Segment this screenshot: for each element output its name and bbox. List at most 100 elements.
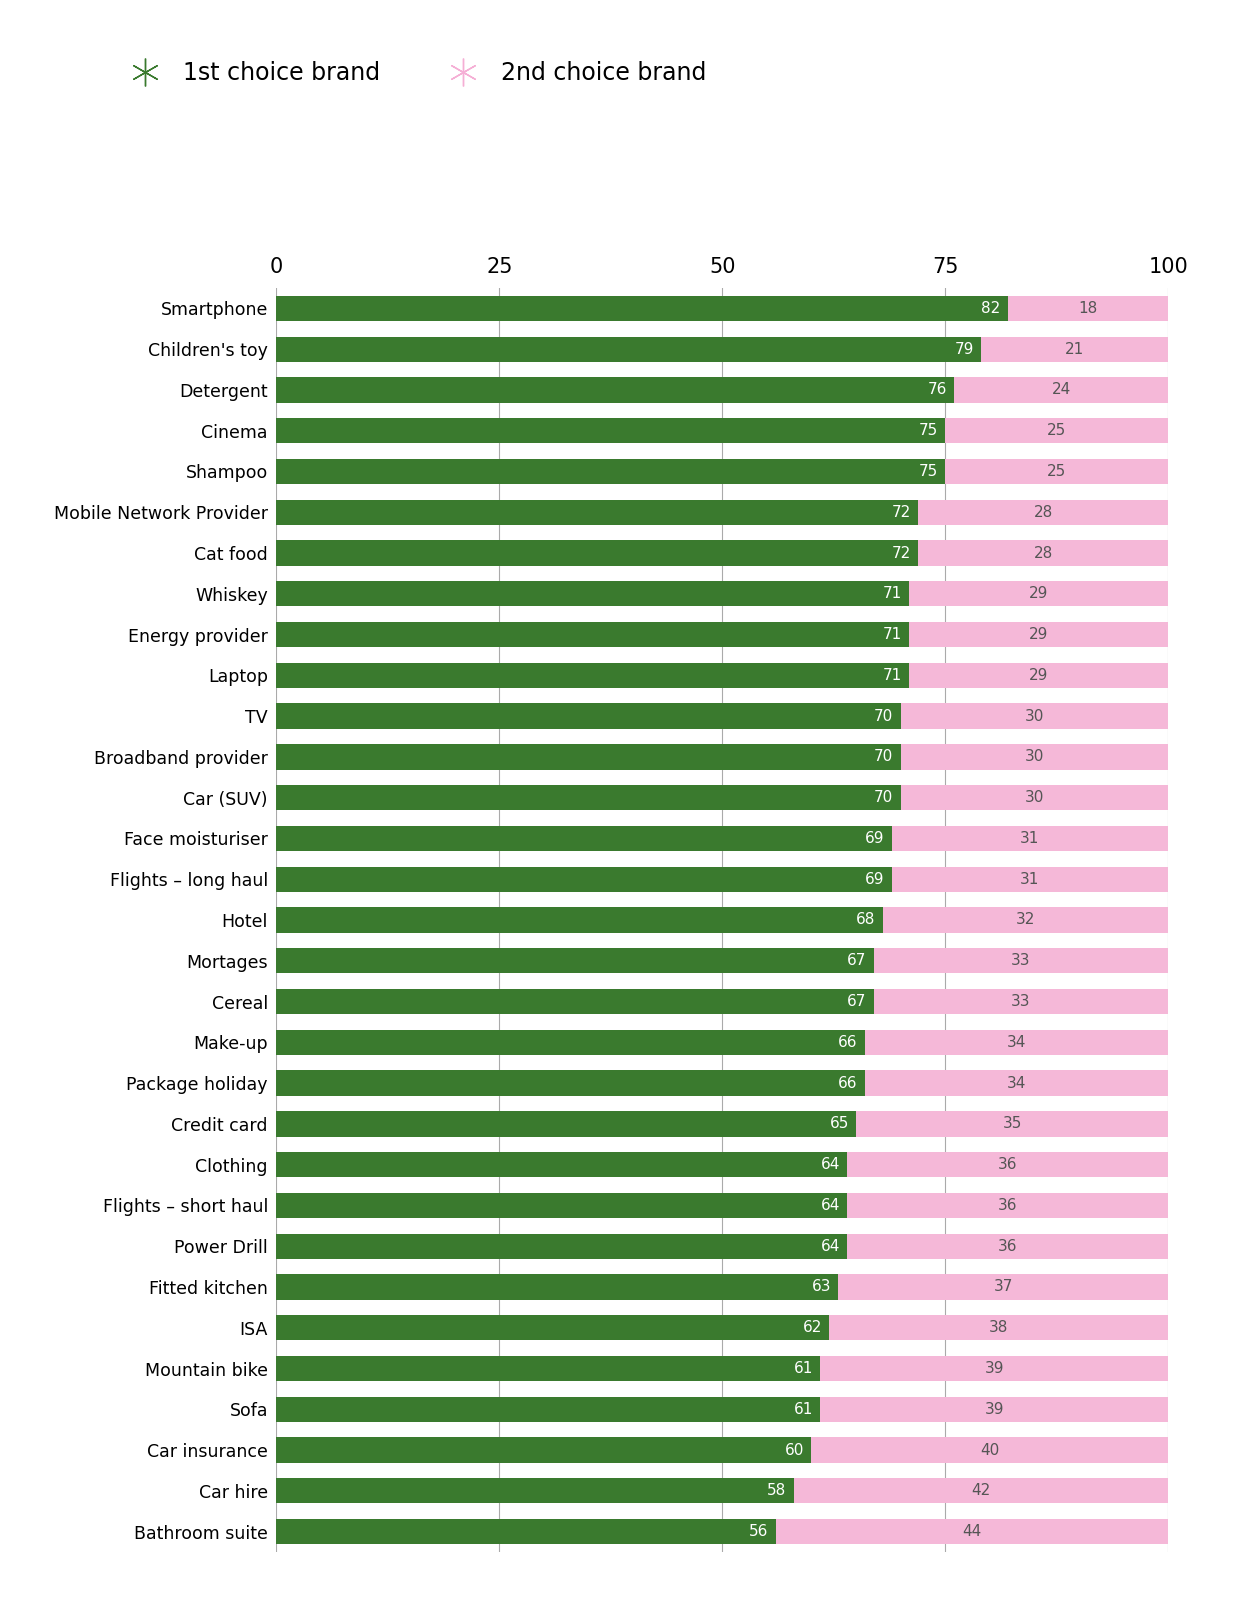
Text: 70: 70: [874, 749, 893, 765]
Bar: [276, 949, 874, 973]
Bar: [276, 1315, 829, 1341]
Bar: [276, 704, 901, 728]
Bar: [276, 336, 981, 362]
Text: 68: 68: [857, 912, 875, 928]
Text: 24: 24: [1051, 382, 1070, 397]
Text: 31: 31: [1020, 872, 1040, 886]
Bar: [276, 1234, 847, 1259]
Bar: [276, 1112, 1168, 1136]
Bar: [276, 1112, 857, 1136]
Bar: [276, 826, 892, 851]
Text: 32: 32: [1016, 912, 1035, 928]
Bar: [276, 418, 1168, 443]
Text: 67: 67: [848, 994, 867, 1010]
Bar: [276, 907, 1168, 933]
Text: 75: 75: [918, 464, 938, 478]
Bar: [276, 704, 1168, 728]
Bar: [276, 744, 901, 770]
Text: 35: 35: [1002, 1117, 1021, 1131]
Text: 33: 33: [1011, 994, 1031, 1010]
Bar: [276, 1478, 794, 1504]
Text: 64: 64: [820, 1198, 840, 1213]
Text: 36: 36: [997, 1238, 1017, 1254]
Bar: [276, 581, 909, 606]
Text: 33: 33: [1011, 954, 1031, 968]
Bar: [276, 459, 1168, 485]
Text: 75: 75: [918, 424, 938, 438]
Bar: [276, 541, 918, 566]
Text: 18: 18: [1078, 301, 1098, 315]
Bar: [276, 1234, 1168, 1259]
Bar: [276, 541, 1168, 566]
Bar: [276, 418, 946, 443]
Text: 69: 69: [865, 872, 884, 886]
Text: 34: 34: [1007, 1035, 1026, 1050]
Text: 30: 30: [1025, 709, 1044, 723]
Bar: [276, 1274, 838, 1299]
Bar: [276, 826, 1168, 851]
Text: 63: 63: [811, 1280, 831, 1294]
Text: 64: 64: [820, 1238, 840, 1254]
Text: 79: 79: [955, 342, 973, 357]
Text: 56: 56: [749, 1525, 769, 1539]
Text: 61: 61: [794, 1402, 813, 1416]
Bar: [276, 662, 1168, 688]
Text: 60: 60: [785, 1443, 804, 1458]
Bar: [276, 378, 955, 403]
Text: 65: 65: [829, 1117, 849, 1131]
Text: 71: 71: [883, 667, 902, 683]
Bar: [276, 296, 1007, 322]
Bar: [276, 1030, 1168, 1054]
Text: 38: 38: [988, 1320, 1009, 1336]
Bar: [276, 949, 1168, 973]
Text: 28: 28: [1034, 504, 1053, 520]
Bar: [276, 1315, 1168, 1341]
Bar: [276, 1397, 1168, 1422]
Bar: [276, 296, 1168, 322]
Bar: [276, 867, 1168, 891]
Text: 71: 71: [883, 586, 902, 602]
Text: 42: 42: [971, 1483, 991, 1498]
Bar: [276, 1192, 1168, 1218]
Bar: [276, 989, 874, 1014]
Text: 44: 44: [962, 1525, 981, 1539]
Bar: [276, 1070, 865, 1096]
Text: 72: 72: [892, 504, 912, 520]
Text: 64: 64: [820, 1157, 840, 1173]
Text: 67: 67: [848, 954, 867, 968]
Text: 28: 28: [1034, 546, 1053, 560]
Bar: [276, 499, 1168, 525]
Text: 82: 82: [981, 301, 1001, 315]
Text: 39: 39: [985, 1362, 1004, 1376]
Text: 29: 29: [1029, 627, 1049, 642]
Bar: [276, 1518, 776, 1544]
Text: 29: 29: [1029, 667, 1049, 683]
Bar: [276, 786, 1168, 810]
Bar: [276, 499, 918, 525]
Bar: [276, 1192, 847, 1218]
Bar: [276, 1152, 1168, 1178]
Text: 31: 31: [1020, 830, 1040, 846]
Bar: [276, 1478, 1168, 1504]
Bar: [276, 1070, 1168, 1096]
Text: 30: 30: [1025, 790, 1044, 805]
Bar: [276, 744, 1168, 770]
Bar: [276, 1437, 1168, 1462]
Text: 58: 58: [767, 1483, 786, 1498]
Text: 66: 66: [838, 1035, 858, 1050]
Text: 66: 66: [838, 1075, 858, 1091]
Bar: [276, 1397, 820, 1422]
Bar: [276, 989, 1168, 1014]
Text: 39: 39: [985, 1402, 1004, 1416]
Bar: [276, 581, 1168, 606]
Text: 36: 36: [997, 1157, 1017, 1173]
Text: 76: 76: [927, 382, 947, 397]
Text: 69: 69: [865, 830, 884, 846]
Bar: [276, 662, 909, 688]
Text: 30: 30: [1025, 749, 1044, 765]
Bar: [276, 622, 909, 648]
Bar: [276, 786, 901, 810]
Text: 25: 25: [1048, 424, 1066, 438]
Bar: [276, 1437, 811, 1462]
Bar: [276, 1355, 1168, 1381]
